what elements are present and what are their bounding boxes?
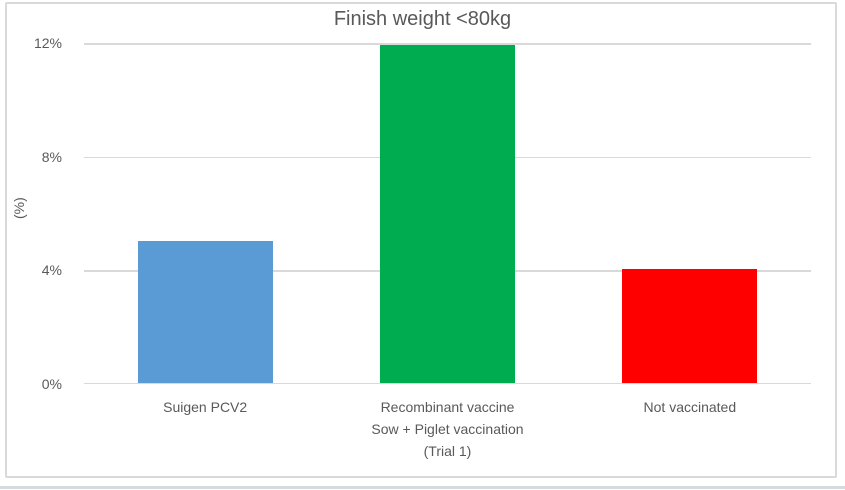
bar-slot-recombinant-vaccine xyxy=(326,42,568,383)
x-label-suigen-pcv2: Suigen PCV2 xyxy=(163,399,248,415)
bar-series xyxy=(84,42,811,383)
y-axis-title: (%) xyxy=(11,197,27,219)
y-tick-label-8: 8% xyxy=(41,149,62,165)
x-axis-baseline xyxy=(84,382,811,384)
y-tick-label-12: 12% xyxy=(33,35,62,51)
plot-area xyxy=(84,43,811,384)
bottom-edge-line xyxy=(0,486,845,489)
gridline-12pct xyxy=(84,43,811,45)
y-tick-label-0: 0% xyxy=(41,376,62,392)
bar-slot-not-vaccinated xyxy=(569,42,811,383)
bar-not-vaccinated xyxy=(622,269,758,383)
x-axis-labels: Suigen PCV2 Recombinant vaccine Sow + Pi… xyxy=(84,396,811,462)
x-label-not-vaccinated: Not vaccinated xyxy=(643,399,737,415)
bar-slot-suigen-pcv2 xyxy=(84,42,326,383)
bar-suigen-pcv2 xyxy=(137,240,273,383)
bar-recombinant-vaccine xyxy=(379,44,515,383)
y-tick-label-4: 4% xyxy=(41,262,62,278)
x-label-recombinant-vaccine: Recombinant vaccine Sow + Piglet vaccina… xyxy=(371,399,524,459)
chart-title: Finish weight <80kg xyxy=(333,8,512,30)
